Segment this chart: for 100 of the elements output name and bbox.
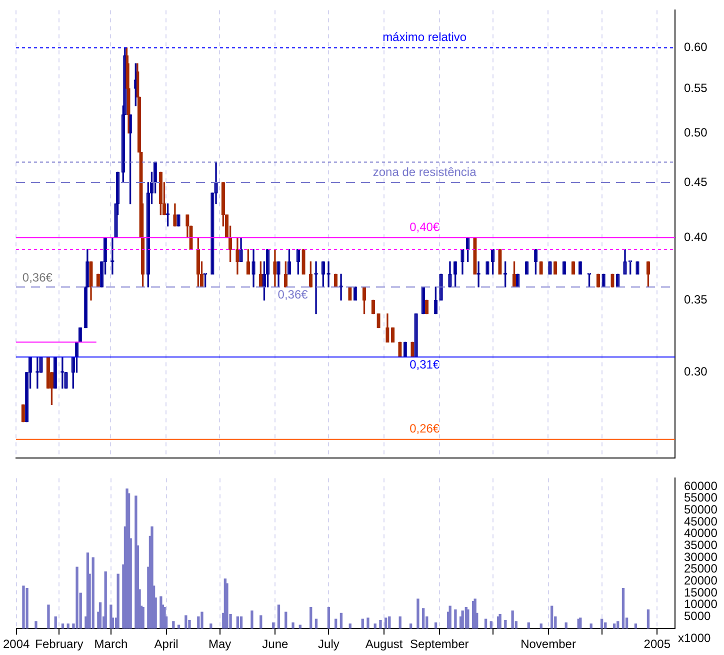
bar bbox=[374, 624, 376, 629]
y-tick-label: 50000 bbox=[684, 502, 718, 516]
bar bbox=[484, 618, 488, 629]
y-tick-label: 45000 bbox=[684, 514, 718, 528]
bar bbox=[47, 604, 50, 629]
bar bbox=[260, 615, 262, 629]
bar bbox=[604, 622, 607, 629]
y-tick-label: 15000 bbox=[684, 585, 718, 600]
y-tick-label: 0.50 bbox=[684, 125, 708, 140]
y-tick-label: 0.45 bbox=[684, 174, 708, 189]
y-tick-label: 35000 bbox=[684, 538, 718, 552]
bar bbox=[527, 622, 530, 629]
y-tick-label: 30000 bbox=[684, 550, 718, 564]
x-tick-label: April bbox=[154, 637, 178, 652]
bar bbox=[284, 612, 288, 629]
bar bbox=[104, 571, 107, 629]
bar bbox=[61, 624, 64, 629]
x-tick-label: June bbox=[262, 637, 288, 652]
x-tick-label: 2005 bbox=[644, 637, 671, 652]
bar bbox=[272, 622, 275, 629]
bar bbox=[314, 618, 318, 629]
bar bbox=[277, 604, 280, 629]
ref-line-label: 0,36€ bbox=[278, 287, 308, 302]
bar bbox=[98, 602, 102, 629]
bar bbox=[398, 616, 402, 629]
y-tick-label: 40000 bbox=[684, 526, 718, 540]
bar bbox=[250, 610, 254, 629]
bar bbox=[422, 608, 425, 629]
bar bbox=[448, 606, 452, 629]
y-tick-label: 55000 bbox=[684, 490, 718, 505]
bar bbox=[434, 622, 438, 629]
bar bbox=[54, 616, 57, 629]
ref-line-label: 0,40€ bbox=[410, 220, 440, 234]
x-tick-label: March bbox=[94, 637, 128, 652]
bar bbox=[184, 615, 188, 629]
bar bbox=[76, 566, 78, 629]
bar bbox=[504, 620, 507, 629]
bar bbox=[361, 618, 364, 629]
ref-line-label: 0,31€ bbox=[410, 357, 440, 372]
bar bbox=[409, 624, 412, 629]
bar bbox=[379, 620, 382, 629]
bar bbox=[384, 618, 388, 629]
y-tick-label: 0.35 bbox=[684, 292, 708, 306]
bar bbox=[540, 624, 542, 629]
x-tick-label: May bbox=[208, 637, 232, 652]
bar bbox=[340, 612, 343, 629]
bar bbox=[416, 598, 420, 629]
bar bbox=[298, 624, 302, 629]
bar bbox=[92, 557, 94, 629]
bar bbox=[334, 618, 338, 629]
bar bbox=[236, 616, 240, 629]
bar bbox=[600, 618, 604, 629]
bar bbox=[210, 624, 212, 629]
bar bbox=[634, 624, 638, 629]
bar bbox=[616, 621, 620, 629]
bar bbox=[490, 621, 492, 629]
x-tick-label: August bbox=[365, 637, 404, 652]
y-tick-label: 0.60 bbox=[684, 40, 708, 54]
bar bbox=[292, 622, 294, 629]
bar bbox=[116, 574, 120, 629]
y-tick-label: 0.40 bbox=[684, 230, 708, 244]
y-tick-label: 5000 bbox=[684, 609, 712, 624]
bar bbox=[177, 624, 180, 629]
x-tick-label: July bbox=[318, 637, 340, 652]
text: x1000 bbox=[678, 630, 712, 645]
y-tick-label: 25000 bbox=[684, 562, 718, 576]
y-tick-label: 0.30 bbox=[684, 364, 708, 379]
y-tick-label: 0.55 bbox=[684, 80, 708, 95]
bar bbox=[22, 586, 25, 629]
y-tick-label: 10000 bbox=[684, 597, 718, 612]
bar bbox=[26, 588, 28, 629]
x-tick-label: November bbox=[520, 637, 576, 652]
bar bbox=[388, 616, 391, 629]
bar bbox=[590, 624, 592, 629]
bar bbox=[646, 609, 650, 629]
ref-line-label: máximo relativo bbox=[382, 30, 467, 44]
bar bbox=[34, 621, 38, 629]
bar bbox=[454, 609, 457, 629]
y-tick-label: 20000 bbox=[684, 574, 718, 588]
bar bbox=[511, 610, 514, 629]
ref-line-label: zona de resistência bbox=[372, 164, 477, 179]
bar bbox=[327, 606, 330, 629]
bar bbox=[310, 606, 312, 629]
annotation: 0,36€ bbox=[22, 270, 53, 284]
bar bbox=[66, 624, 70, 629]
bar bbox=[564, 622, 568, 629]
bar bbox=[622, 588, 625, 629]
x-tick-label: February bbox=[35, 637, 84, 652]
bar bbox=[612, 624, 616, 629]
bar bbox=[348, 624, 352, 629]
bar bbox=[366, 618, 370, 629]
bar bbox=[550, 606, 554, 629]
ref-line-label: 0,26€ bbox=[410, 422, 440, 436]
bar bbox=[200, 612, 204, 629]
bar bbox=[172, 621, 175, 629]
y-tick-label: 60000 bbox=[684, 478, 718, 493]
x-tick-label: 2004 bbox=[2, 637, 30, 652]
bar bbox=[461, 610, 464, 629]
bar bbox=[466, 609, 470, 629]
bar bbox=[240, 616, 243, 629]
